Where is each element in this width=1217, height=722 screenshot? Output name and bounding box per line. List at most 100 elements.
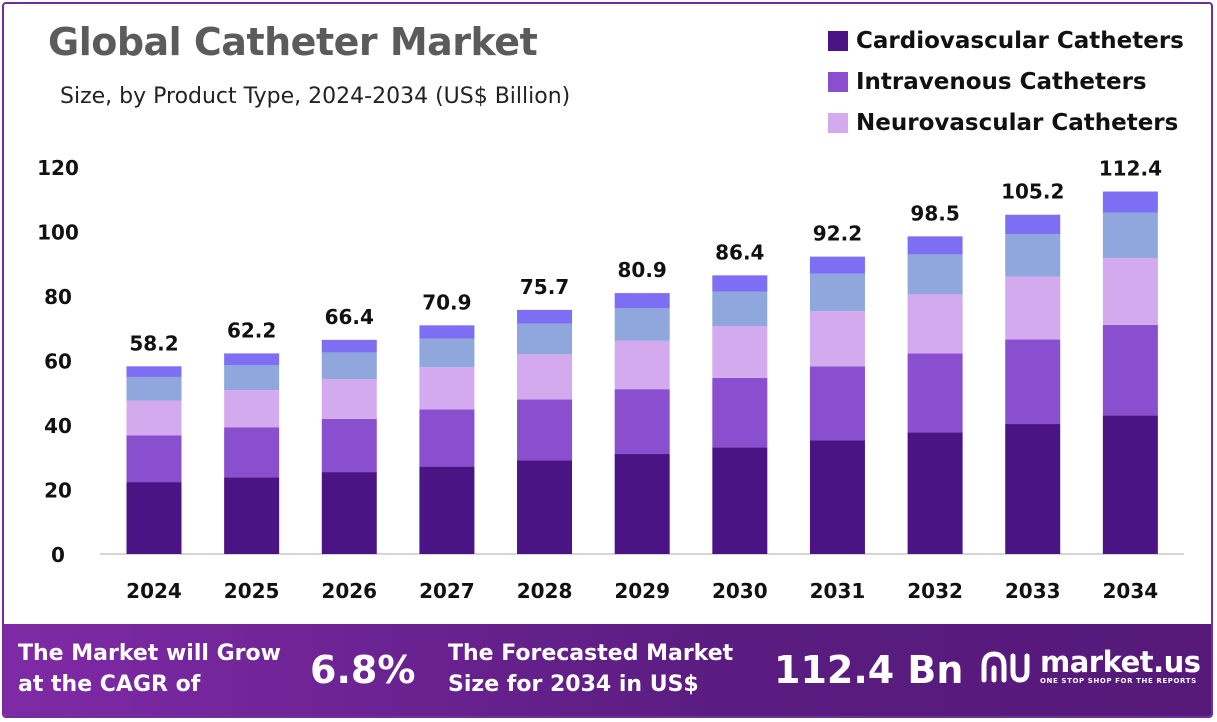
bar-segment (517, 323, 573, 355)
x-tick-label: 2033 (1005, 579, 1061, 603)
cagr-caption: The Market will Grow at the CAGR of (18, 638, 281, 700)
y-tick-label: 80 (44, 285, 72, 309)
bar-segment (517, 460, 573, 554)
bar-segment (419, 466, 475, 554)
bar-segment (809, 256, 865, 274)
brand-logo: market.us ONE STOP SHOP FOR THE REPORTS (980, 646, 1201, 686)
bar-total-label: 92.2 (813, 222, 862, 246)
x-tick-label: 2024 (126, 579, 182, 603)
x-tick-label: 2030 (712, 579, 768, 603)
x-tick-label: 2034 (1103, 579, 1159, 603)
bar-segment (614, 389, 670, 455)
bar-segment (907, 254, 963, 295)
legend-label-neurovascular: Neurovascular Catheters (856, 109, 1179, 136)
bar-segment (321, 352, 377, 380)
bar-segment (614, 340, 670, 390)
bar-segment (517, 354, 573, 400)
bar-segment (1005, 276, 1061, 340)
bar-segment (126, 482, 182, 554)
bar-segment (126, 376, 182, 401)
forecast-value: 112.4 Bn (774, 648, 964, 692)
y-tick-label: 120 (37, 156, 79, 180)
x-tick-label: 2025 (224, 579, 280, 603)
y-tick-label: 40 (44, 414, 72, 438)
bar-segment (126, 366, 182, 377)
bar-total-label: 58.2 (129, 331, 178, 355)
bar-segment (321, 472, 377, 554)
bar-total-label: 80.9 (618, 258, 667, 282)
y-tick-label: 60 (44, 350, 72, 374)
bar-segment (1102, 212, 1158, 258)
bar-segment (907, 236, 963, 255)
legend-item-intravenous: Intravenous Catheters (828, 61, 1184, 102)
y-tick-label: 20 (44, 479, 72, 503)
legend-item-neurovascular: Neurovascular Catheters (828, 102, 1184, 143)
bar-segment (1102, 257, 1158, 326)
cagr-value: 6.8% (310, 648, 416, 692)
x-tick-label: 2032 (907, 579, 963, 603)
bar-segment (712, 275, 768, 292)
bar-segment (419, 338, 475, 368)
bar-total-label: 66.4 (325, 305, 374, 329)
forecast-caption-line1: The Forecasted Market (448, 641, 734, 666)
y-tick-label: 0 (51, 543, 65, 567)
bar-total-label: 62.2 (227, 318, 276, 342)
bar-segment (809, 366, 865, 441)
bar-segment (517, 309, 573, 324)
bar-segment (1005, 424, 1061, 554)
bar-segment (224, 427, 280, 478)
bar-segment (419, 367, 475, 410)
legend-swatch-neurovascular (828, 112, 848, 133)
bar-segment (712, 291, 768, 327)
bar-segment (614, 293, 670, 309)
bar-segment (224, 477, 280, 554)
bar-segment (1005, 214, 1061, 235)
bar-segment (321, 379, 377, 419)
brand-tagline: ONE STOP SHOP FOR THE REPORTS (1040, 677, 1197, 685)
bar-segment (712, 326, 768, 378)
bar-segment (126, 435, 182, 483)
bar-segment (809, 273, 865, 312)
bar-segment (321, 339, 377, 353)
x-tick-label: 2027 (419, 579, 475, 603)
bar-segment (1102, 415, 1158, 554)
bar-total-label: 112.4 (1099, 157, 1162, 181)
x-tick-label: 2029 (614, 579, 670, 603)
chart-title: Global Catheter Market (48, 20, 538, 64)
bar-segment (809, 440, 865, 554)
bar-segment (517, 399, 573, 461)
bar-segment (712, 377, 768, 448)
bar-segment (1102, 191, 1158, 213)
bar-total-label: 75.7 (520, 275, 569, 299)
cagr-caption-line2: at the CAGR of (18, 672, 201, 697)
legend-swatch-cardiovascular (828, 30, 848, 51)
legend-label-cardiovascular: Cardiovascular Catheters (856, 27, 1184, 54)
bar-total-label: 98.5 (910, 201, 959, 225)
bar-segment (907, 432, 963, 554)
bar-segment (1005, 339, 1061, 425)
chart-subtitle: Size, by Product Type, 2024-2034 (US$ Bi… (60, 84, 571, 109)
bar-total-label: 86.4 (715, 240, 764, 264)
bar-segment (1005, 234, 1061, 277)
bar-total-label: 105.2 (1001, 180, 1064, 204)
brand-name: market.us (1040, 645, 1201, 679)
legend-swatch-intravenous (828, 71, 848, 92)
y-tick-label: 100 (37, 221, 79, 245)
bar-segment (1102, 325, 1158, 416)
bar-segment (224, 390, 280, 428)
stacked-bar-chart: 0 20 40 60 80 100 120 58.2 2024 62.2 2025 66.4 2026 7… (37, 156, 1184, 603)
forecast-caption-line2: Size for 2034 in US$ (448, 672, 699, 697)
footer-banner: The Market will Grow at the CAGR of 6.8%… (4, 624, 1211, 716)
bar-segment (321, 418, 377, 473)
bar-segment (907, 353, 963, 433)
bar-segment (224, 353, 280, 366)
legend-item-cardiovascular: Cardiovascular Catheters (828, 20, 1184, 61)
bar-segment (809, 311, 865, 367)
x-tick-label: 2028 (517, 579, 573, 603)
bar-segment (419, 325, 475, 339)
x-tick-label: 2026 (321, 579, 377, 603)
bar-segment (614, 454, 670, 554)
legend-label-intravenous: Intravenous Catheters (856, 68, 1147, 95)
bar-segment (907, 294, 963, 354)
